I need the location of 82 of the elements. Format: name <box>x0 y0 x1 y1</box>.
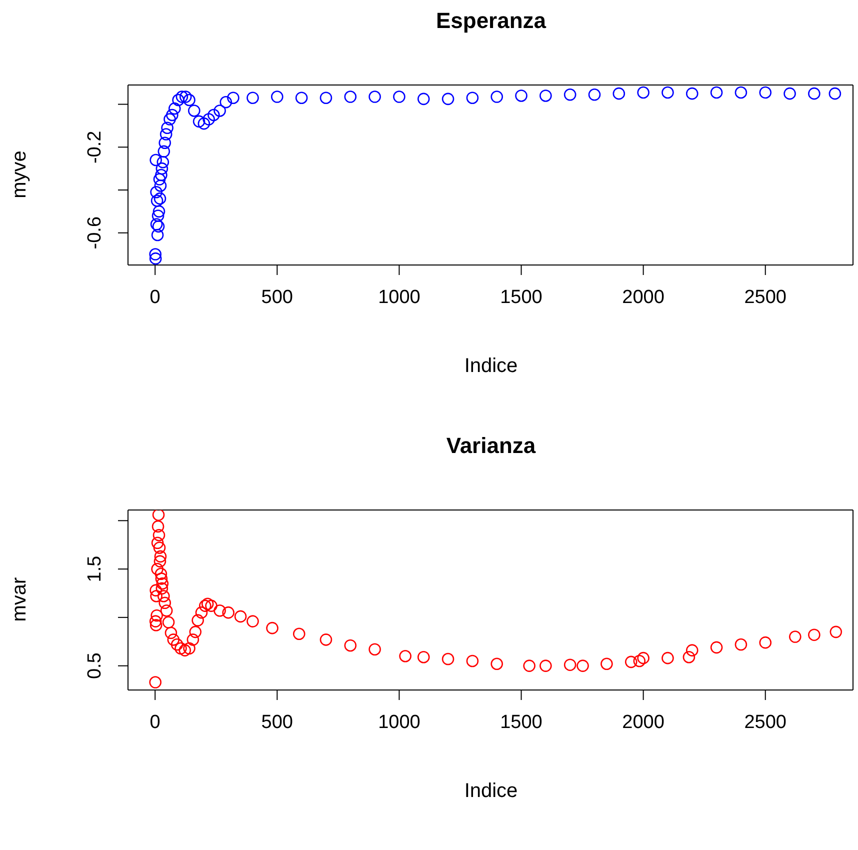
x-tick-label: 1500 <box>500 712 542 733</box>
point <box>166 108 178 122</box>
x-tick-label: 0 <box>150 287 160 308</box>
point <box>564 88 576 101</box>
point <box>490 90 503 103</box>
point <box>540 90 552 102</box>
point <box>442 92 454 106</box>
point <box>152 210 164 222</box>
point <box>150 186 162 198</box>
point <box>164 113 176 126</box>
chart-title: Esperanza <box>434 8 548 34</box>
point <box>150 154 162 166</box>
x-tick-label: 500 <box>261 287 293 308</box>
point <box>188 104 200 117</box>
point <box>176 90 188 103</box>
point <box>515 90 528 102</box>
point <box>828 87 842 100</box>
x-tick-label: 500 <box>261 712 293 733</box>
point <box>214 104 226 117</box>
y-tick-label: -0.6 <box>84 216 106 250</box>
x-tick-label: 0 <box>150 712 160 733</box>
point <box>160 128 172 140</box>
point <box>192 115 206 128</box>
point <box>227 92 240 104</box>
point <box>154 180 167 192</box>
point <box>344 90 357 103</box>
point <box>154 192 166 205</box>
x-tick-label: 2000 <box>622 712 664 733</box>
point <box>202 113 215 126</box>
y-tick-label: -0.2 <box>84 130 106 164</box>
x-tick-label: 1000 <box>378 287 420 308</box>
x-tick-label: 1000 <box>378 712 420 733</box>
point <box>637 86 650 99</box>
point <box>168 102 181 115</box>
x-tick-label: 2500 <box>744 712 787 733</box>
point <box>417 92 430 106</box>
point <box>662 86 674 99</box>
y-tick-label: 1.5 <box>84 556 106 582</box>
point <box>156 156 170 168</box>
x-tick-label: 2500 <box>744 287 787 308</box>
point <box>151 228 164 242</box>
point <box>220 96 232 108</box>
point <box>172 94 184 106</box>
point <box>150 218 163 230</box>
point <box>155 168 168 182</box>
point <box>150 194 164 207</box>
x-tick-label: 2000 <box>622 287 664 308</box>
y-axis-title: mvar <box>8 577 32 622</box>
point <box>158 145 170 158</box>
point <box>734 86 748 99</box>
chart-title: Varianza <box>445 433 537 459</box>
point <box>393 90 406 103</box>
point <box>686 87 698 100</box>
point <box>710 86 723 99</box>
y-tick-label: 0.5 <box>84 652 106 680</box>
x-tick-label: 1500 <box>500 287 542 308</box>
point <box>149 248 162 260</box>
point <box>588 88 601 101</box>
point <box>466 92 479 104</box>
point <box>152 205 166 218</box>
x-axis-title: Indice <box>463 780 519 803</box>
point <box>759 86 772 99</box>
point <box>808 87 820 100</box>
x-axis-title: Indice <box>463 355 519 378</box>
point <box>246 92 259 104</box>
point <box>320 92 332 104</box>
point <box>784 87 796 100</box>
y-axis-title: myve <box>8 150 32 198</box>
point <box>149 252 162 265</box>
point <box>612 87 626 100</box>
point <box>156 162 168 175</box>
point <box>179 90 192 103</box>
point <box>295 92 308 104</box>
point <box>368 90 381 103</box>
point <box>271 90 284 103</box>
point <box>198 117 210 130</box>
point <box>153 173 166 186</box>
point <box>208 108 220 122</box>
point <box>152 220 165 233</box>
point <box>183 94 196 106</box>
point <box>161 122 174 134</box>
point <box>158 136 172 150</box>
